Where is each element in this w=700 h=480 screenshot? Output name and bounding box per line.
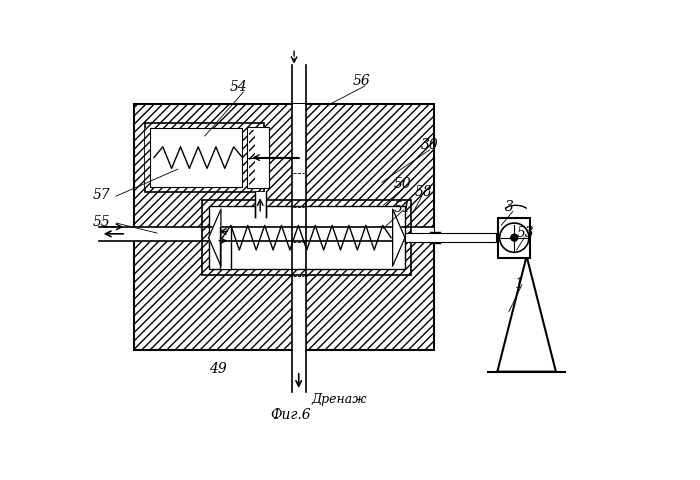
Circle shape — [500, 224, 528, 252]
Text: 3: 3 — [505, 200, 514, 214]
Text: 55: 55 — [93, 215, 111, 229]
Text: 1: 1 — [514, 276, 523, 290]
Bar — [255, 193, 265, 217]
Text: 54: 54 — [230, 80, 247, 94]
Text: Дренаж: Дренаж — [311, 393, 367, 406]
Polygon shape — [497, 257, 556, 372]
Bar — [292, 350, 306, 393]
Bar — [292, 105, 306, 350]
Text: 30: 30 — [420, 138, 438, 152]
Text: 58: 58 — [414, 184, 432, 198]
Bar — [247, 128, 270, 189]
Text: 49: 49 — [209, 361, 226, 375]
Bar — [145, 124, 264, 193]
Bar — [134, 105, 434, 350]
Bar — [248, 131, 255, 186]
Bar — [145, 129, 150, 188]
Text: 53: 53 — [517, 226, 534, 240]
Bar — [255, 207, 265, 217]
Bar — [209, 207, 405, 270]
Bar — [430, 233, 440, 243]
Bar — [220, 228, 231, 270]
Bar — [202, 201, 411, 276]
Text: 51: 51 — [393, 201, 411, 215]
Text: 50: 50 — [393, 177, 411, 191]
Circle shape — [511, 235, 518, 241]
Text: 56: 56 — [353, 74, 370, 88]
Text: 57: 57 — [93, 187, 111, 201]
Polygon shape — [209, 210, 221, 266]
Bar — [405, 234, 496, 243]
Bar — [498, 218, 531, 258]
Polygon shape — [393, 210, 405, 266]
Bar — [150, 129, 241, 188]
Text: Фиг.6: Фиг.6 — [270, 407, 311, 421]
Bar — [99, 228, 434, 241]
